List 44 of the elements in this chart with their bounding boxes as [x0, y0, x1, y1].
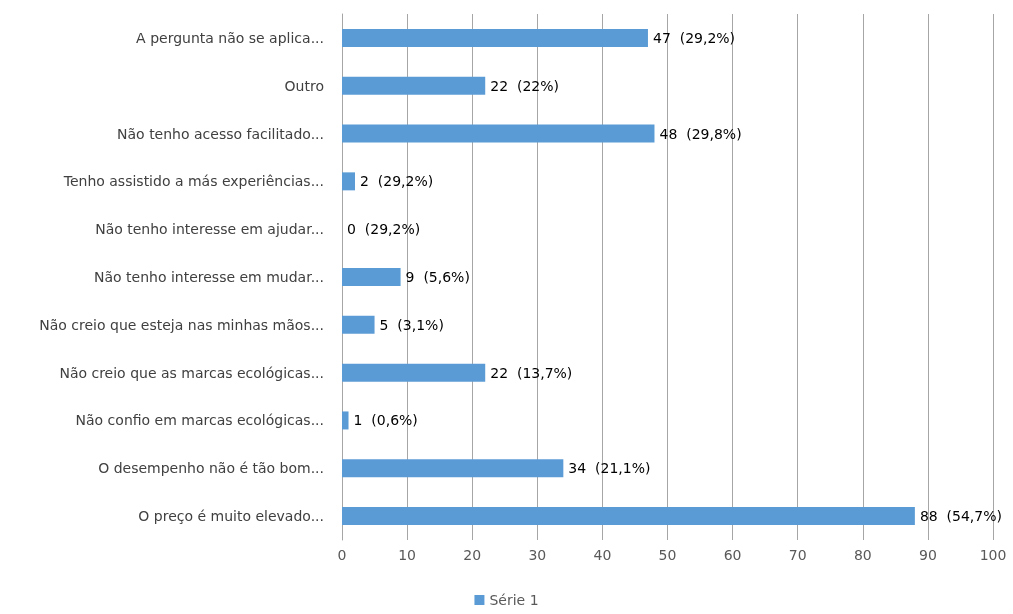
legend-label: Série 1 [489, 592, 539, 608]
x-tick-label: 70 [788, 547, 807, 563]
x-tick-label: 30 [528, 547, 547, 563]
x-tick-label: 10 [398, 547, 417, 563]
y-tick-label: Não creio que esteja nas minhas mãos... [39, 316, 324, 333]
data-label: 2 (29,2%) [360, 173, 434, 190]
x-tick-label: 0 [337, 547, 347, 563]
y-tick-label: Tenho assistido a más experiências... [62, 173, 324, 190]
y-tick-label: Outro [284, 77, 324, 94]
x-tick-label: 80 [853, 547, 872, 563]
data-label: 47 (29,2%) [652, 29, 736, 46]
bar [342, 76, 486, 95]
bar [342, 124, 655, 143]
bar [342, 268, 401, 286]
y-tick-label: Não confio em marcas ecológicas... [75, 412, 324, 429]
x-tick-label: 20 [463, 547, 482, 563]
data-label: 22 (13,7%) [490, 364, 573, 381]
bar [342, 507, 915, 526]
y-tick-label: Não tenho interesse em mudar... [93, 269, 324, 285]
y-tick-label: O preço é muito elevado... [138, 508, 324, 525]
y-tick-label: O desempenho não é tão bom... [98, 460, 324, 477]
data-label: 9 (5,6%) [405, 269, 470, 285]
bar [342, 315, 375, 334]
data-label: 22 (22%) [490, 77, 559, 94]
bar [342, 172, 356, 191]
data-label: 88 (54,7%) [919, 508, 1003, 525]
y-tick-label: Não creio que as marcas ecológicas... [59, 364, 324, 381]
y-tick-label: Não tenho interesse em ajudar... [95, 221, 324, 238]
x-tick-label: 90 [918, 547, 937, 563]
bar [342, 363, 486, 382]
y-tick-label: Não tenho acesso facilitado... [117, 125, 324, 142]
y-tick-label: A pergunta não se aplica... [136, 29, 324, 46]
x-tick-label: 40 [593, 547, 612, 563]
data-label: 1 (0,6%) [353, 412, 418, 429]
data-label: 5 (3,1%) [379, 316, 444, 333]
bar [342, 411, 349, 430]
x-tick-label: 100 [979, 547, 1007, 563]
x-tick-label: 50 [658, 547, 677, 563]
data-label: 0 (29,2%) [347, 221, 421, 238]
data-label: 34 (21,1%) [568, 460, 651, 477]
bar [342, 459, 564, 478]
x-tick-label: 60 [723, 547, 742, 563]
bar [342, 28, 648, 47]
data-label: 48 (29,8%) [659, 125, 742, 142]
